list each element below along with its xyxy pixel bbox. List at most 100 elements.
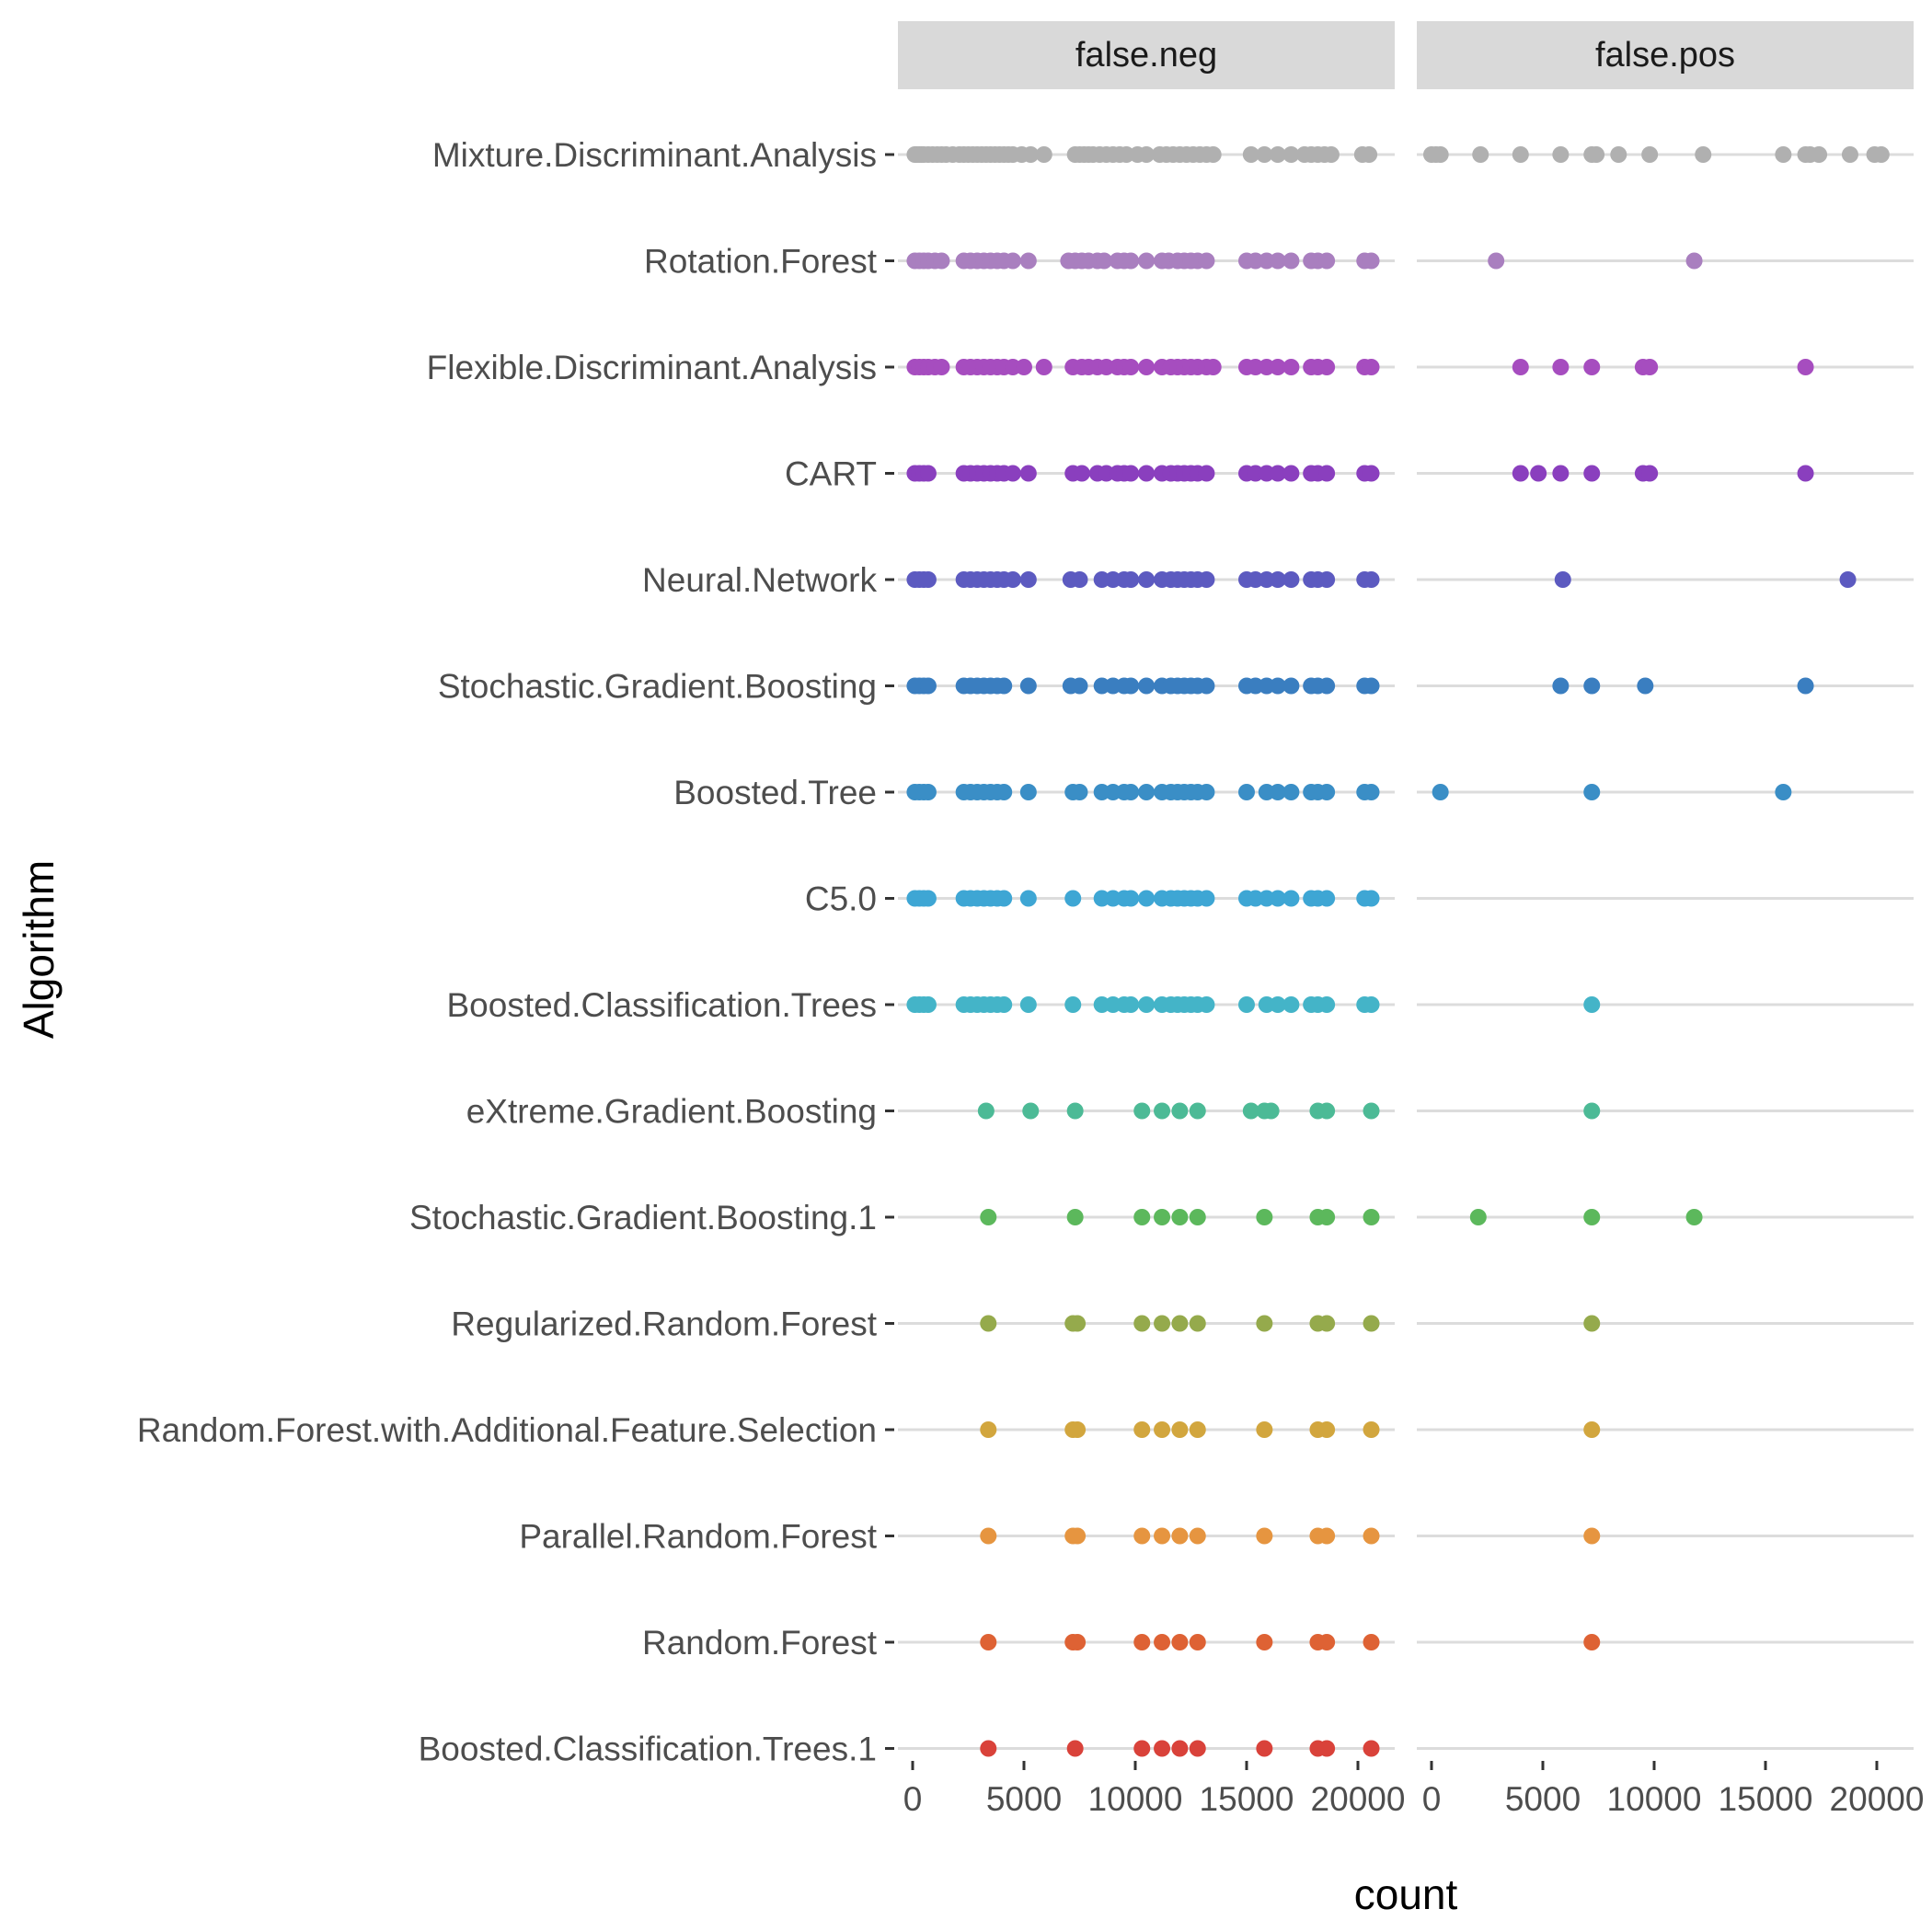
point-false-neg [1154,1315,1171,1332]
x-axis: 0 5000 10000 15000 20000 0 5000 10000 15000 20000 [903,1761,1924,1818]
point-false-neg [1282,465,1300,482]
point-false-neg [1019,252,1037,270]
point-false-neg [995,784,1013,800]
point-false-neg [1154,1102,1171,1120]
point-false-pos [1583,996,1601,1013]
point-false-neg [1198,890,1215,907]
point-false-neg [1363,1315,1380,1332]
point-false-neg [1071,784,1088,800]
point-false-neg [1242,1102,1259,1120]
point-false-neg [1318,1315,1336,1332]
point-false-pos [1839,571,1857,588]
point-false-neg [919,890,937,907]
point-false-neg [1133,1102,1151,1120]
point-false-pos [1512,146,1529,163]
point-false-neg [1269,252,1286,270]
point-false-pos [1811,146,1828,163]
point-false-neg [1282,890,1300,907]
point-false-neg [1318,1634,1336,1650]
point-false-neg [1318,1102,1336,1120]
point-false-neg [1318,359,1336,375]
point-false-pos [1775,146,1792,163]
point-false-neg [1171,1102,1189,1120]
point-false-neg [1363,1527,1380,1545]
point-false-pos [1695,146,1712,163]
point-false-neg [1189,1421,1206,1438]
point-false-neg [1282,784,1300,800]
point-false-neg [1019,465,1037,482]
point-false-pos [1685,252,1703,270]
point-false-neg [919,677,937,695]
point-false-neg [1138,784,1156,800]
point-false-neg [995,890,1013,907]
point-false-neg [1154,1527,1171,1545]
point-false-pos [1552,465,1570,482]
point-false-neg [980,1209,997,1225]
point-false-neg [1282,571,1300,588]
point-false-neg [1269,677,1286,695]
point-false-pos [1588,146,1605,163]
point-false-neg [1035,359,1052,375]
point-false-neg [1318,996,1336,1013]
point-false-neg [1363,677,1380,695]
point-false-neg [1198,252,1215,270]
point-false-neg [1069,1527,1087,1545]
point-false-neg [1133,1634,1151,1650]
point-false-neg [1198,784,1215,800]
point-false-neg [1064,996,1082,1013]
y-tick-label: Boosted.Classification.Trees.1 [419,1731,877,1768]
point-false-neg [1071,677,1088,695]
point-false-neg [1154,1634,1171,1650]
point-false-pos [1552,359,1570,375]
point-false-neg [1269,146,1286,163]
point-false-pos [1472,146,1489,163]
point-false-neg [1242,146,1259,163]
point-false-neg [1363,571,1380,588]
point-false-neg [1138,677,1156,695]
point-false-neg [1269,465,1286,482]
point-false-neg [919,996,937,1013]
point-false-neg [919,784,937,800]
point-false-neg [1171,1527,1189,1545]
point-false-pos [1797,359,1814,375]
point-false-pos [1641,359,1659,375]
point-false-pos [1637,677,1654,695]
point-false-neg [1066,1102,1084,1120]
facet-strip-false-pos [1417,21,1914,89]
point-false-neg [980,1634,997,1650]
x-tick-label-false-pos: 0 [1422,1780,1442,1818]
point-false-neg [980,1315,997,1332]
point-false-neg [1019,677,1037,695]
point-false-pos [1583,465,1601,482]
y-axis: Mixture.Discriminant.Analysis Rotation.Fo… [137,136,894,1768]
point-false-neg [1269,571,1286,588]
point-false-neg [1171,1634,1189,1650]
point-false-pos [1583,1315,1601,1332]
point-false-neg [1035,146,1052,163]
point-false-neg [1363,1421,1380,1438]
point-false-neg [1004,465,1021,482]
point-false-neg [1073,465,1090,482]
point-false-pos [1872,146,1890,163]
point-false-pos [1610,146,1627,163]
point-false-neg [1138,359,1156,375]
point-false-neg [1318,465,1336,482]
point-false-pos [1469,1209,1487,1225]
point-false-neg [1189,1209,1206,1225]
point-false-neg [1318,784,1336,800]
point-false-neg [1171,1421,1189,1438]
point-false-neg [933,252,950,270]
point-false-neg [1318,1527,1336,1545]
point-false-neg [1122,677,1140,695]
point-false-neg [1198,996,1215,1013]
point-false-neg [1256,1209,1273,1225]
point-false-neg [1282,359,1300,375]
point-false-neg [1004,571,1021,588]
point-false-neg [1204,359,1222,375]
point-false-neg [1256,1421,1273,1438]
point-false-neg [1122,252,1140,270]
point-false-neg [1269,359,1286,375]
point-false-pos [1583,1209,1601,1225]
point-false-pos [1552,146,1570,163]
point-false-neg [980,1421,997,1438]
